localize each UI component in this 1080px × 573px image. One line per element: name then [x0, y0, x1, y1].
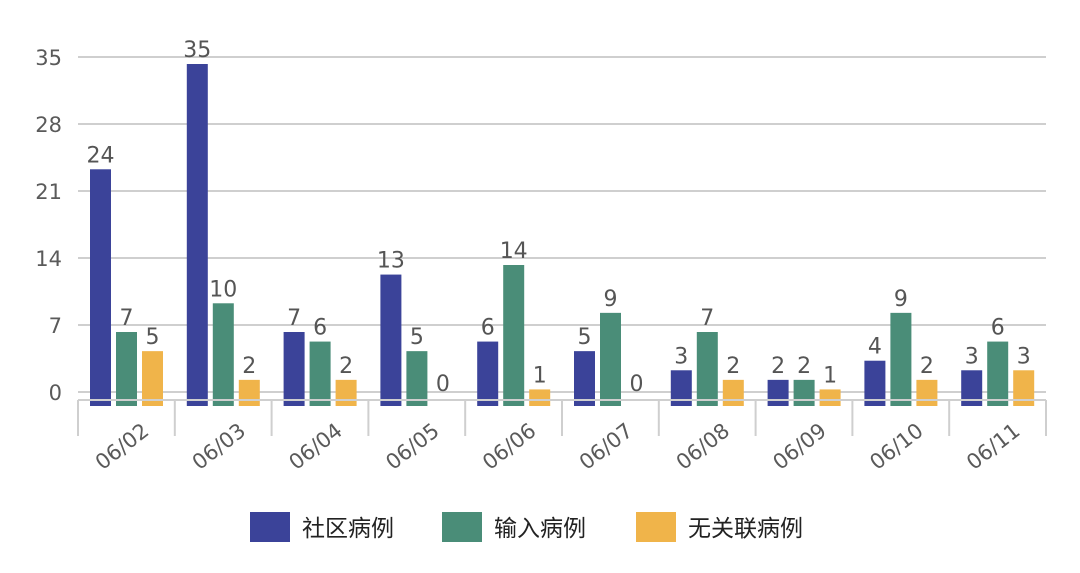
bar-输入病例-06/08 — [696, 332, 718, 406]
data-label: 5 — [410, 325, 424, 350]
x-tick-label: 06/06 — [478, 418, 540, 474]
bar-社区病例-06/05 — [380, 274, 402, 406]
bar-社区病例-06/09 — [767, 379, 789, 406]
data-label: 7 — [700, 306, 714, 331]
legend-label: 输入病例 — [494, 516, 586, 542]
data-label: 1 — [533, 363, 547, 388]
data-label: 0 — [630, 372, 644, 397]
bar-社区病例-06/06 — [477, 341, 499, 406]
legend-item[interactable]: 社区病例 — [250, 512, 394, 542]
bar-社区病例-06/04 — [283, 332, 305, 406]
x-tick-label: 06/07 — [575, 418, 637, 474]
data-label: 2 — [771, 354, 785, 379]
legend-swatch — [442, 512, 482, 542]
legend-item[interactable]: 输入病例 — [442, 512, 586, 542]
data-label: 2 — [797, 354, 811, 379]
bar-输入病例-06/04 — [309, 341, 331, 406]
y-tick-label: 28 — [35, 113, 62, 137]
x-axis: 06/02 06/03 06/04 06/05 06/06 06/07 06/08 06/09… — [77, 399, 1047, 475]
bar-无关联病例-06/06 — [529, 389, 551, 406]
data-label: 6 — [481, 316, 495, 341]
data-label: 3 — [965, 344, 979, 369]
bar-输入病例-06/09 — [793, 379, 815, 406]
bar-社区病例-06/10 — [864, 360, 886, 406]
data-label: 10 — [209, 277, 237, 302]
data-label: 13 — [377, 249, 405, 274]
data-label: 3 — [1017, 344, 1031, 369]
data-label: 7 — [120, 306, 134, 331]
data-label: 6 — [313, 316, 327, 341]
y-tick-label: 35 — [35, 46, 62, 70]
bar-无关联病例-06/02 — [142, 351, 163, 406]
bar-无关联病例-06/11 — [1013, 370, 1035, 406]
bar-输入病例-06/02 — [116, 332, 137, 406]
data-label: 2 — [920, 354, 934, 379]
x-tick-label: 06/08 — [672, 418, 734, 474]
x-tick-label: 06/10 — [865, 418, 927, 474]
x-tick-label: 06/11 — [962, 418, 1024, 474]
bar-无关联病例-06/04 — [335, 379, 357, 406]
bar-社区病例-06/11 — [961, 370, 983, 406]
data-label: 9 — [604, 287, 618, 312]
bar-输入病例-06/03 — [212, 303, 234, 406]
data-label: 7 — [287, 306, 301, 331]
y-tick-label: 7 — [49, 314, 62, 338]
data-label: 14 — [500, 239, 528, 264]
y-tick-label: 21 — [35, 180, 62, 204]
data-label: 35 — [183, 38, 211, 63]
legend-swatch — [636, 512, 676, 542]
bar-输入病例-06/10 — [890, 312, 912, 406]
bar-社区病例-06/07 — [574, 351, 595, 406]
data-label: 0 — [436, 372, 450, 397]
legend-item[interactable]: 无关联病例 — [636, 512, 803, 542]
bars — [90, 64, 1035, 406]
data-label: 1 — [823, 363, 837, 388]
y-tick-label: 14 — [35, 247, 62, 271]
x-tick-label: 06/02 — [91, 418, 153, 474]
data-label: 2 — [339, 354, 353, 379]
y-axis-ticks: 0 7 14 21 28 35 — [35, 46, 62, 405]
x-tick-label: 06/03 — [188, 418, 250, 474]
bar-社区病例-06/03 — [186, 64, 208, 406]
bar-输入病例-06/05 — [406, 351, 428, 406]
legend-swatch — [250, 512, 290, 542]
bar-无关联病例-06/08 — [722, 379, 744, 406]
x-tick-label: 06/09 — [768, 418, 830, 474]
bar-社区病例-06/08 — [670, 370, 692, 406]
data-label: 2 — [726, 354, 740, 379]
x-tick-label: 06/04 — [284, 418, 346, 474]
legend-label: 无关联病例 — [688, 516, 803, 542]
y-tick-label: 0 — [49, 381, 62, 405]
data-label: 24 — [87, 143, 115, 168]
bar-社区病例-06/02 — [90, 169, 111, 406]
data-label: 2 — [242, 354, 256, 379]
data-label: 6 — [991, 316, 1005, 341]
data-label: 5 — [146, 325, 160, 350]
x-tick-label: 06/05 — [381, 418, 443, 474]
bar-无关联病例-06/09 — [819, 389, 841, 406]
bar-无关联病例-06/10 — [916, 379, 938, 406]
legend-label: 社区病例 — [302, 516, 394, 542]
bar-输入病例-06/11 — [987, 341, 1009, 406]
data-label: 3 — [674, 344, 688, 369]
bar-无关联病例-06/03 — [238, 379, 260, 406]
data-label: 9 — [894, 287, 908, 312]
bar-输入病例-06/06 — [503, 265, 525, 406]
bar-输入病例-06/07 — [600, 312, 621, 406]
legend: 社区病例 输入病例 无关联病例 — [250, 512, 803, 542]
data-label: 5 — [578, 325, 592, 350]
data-label: 4 — [868, 335, 882, 360]
